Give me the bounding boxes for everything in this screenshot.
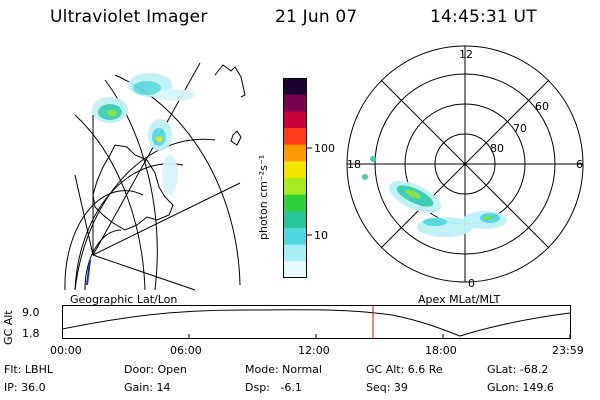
colorbar-segment: [283, 194, 307, 212]
colorbar-segment: [283, 244, 307, 262]
status-glat: GLat: -68.2: [487, 363, 549, 376]
altitude-curve: [62, 309, 571, 337]
mlt-label-0: 0: [468, 277, 475, 290]
colorbar-ticks: 100 10: [307, 142, 335, 242]
geographic-map-panel: [64, 62, 246, 291]
mlat-label-70: 70: [513, 122, 527, 135]
mlt-label-18: 18: [347, 158, 361, 171]
colorbar: [283, 78, 307, 278]
app-title: Ultraviolet Imager: [50, 7, 208, 27]
colorbar-segment: [283, 211, 307, 229]
colorbar-segment: [283, 178, 307, 196]
status-mode: Mode: Normal: [245, 363, 322, 376]
colorbar-segment: [283, 161, 307, 179]
status-door: Door: Open: [124, 363, 187, 376]
colorbar-segment: [283, 144, 307, 162]
lat-arc: [74, 138, 216, 291]
status-gc-alt: GC Alt: 6.6 Re: [366, 363, 443, 376]
aurora-emission-left: [92, 73, 195, 195]
mlt-label-6: 6: [576, 158, 583, 171]
mlt-label-12: 12: [459, 48, 473, 61]
status-filter: Flt: LBHL: [4, 363, 53, 376]
colorbar-segment: [283, 78, 307, 96]
geographic-caption: Geographic Lat/Lon: [70, 293, 178, 306]
time-tick-2: 12:00: [298, 344, 330, 357]
header-time: 14:45:31 UT: [430, 7, 537, 27]
colorbar-segment: [283, 128, 307, 146]
altitude-plot: [62, 305, 571, 339]
aurora-emission-right: [362, 156, 507, 237]
status-seq: Seq: 39: [366, 381, 408, 394]
spacecraft-track: [86, 259, 91, 286]
status-ip: IP: 36.0: [4, 381, 46, 394]
lat-arc: [64, 190, 144, 291]
time-tick-4: 23:59: [552, 344, 584, 357]
mlat-label-80: 80: [490, 142, 504, 155]
header-date: 21 Jun 07: [275, 7, 358, 27]
status-glon: GLon: 149.6: [487, 381, 554, 394]
colorbar-segment: [283, 94, 307, 112]
altitude-ytick-1: 1.8: [22, 327, 40, 340]
colorbar-tick-10: 10: [314, 229, 328, 242]
apex-caption: Apex MLat/MLT: [418, 293, 501, 306]
time-tick-3: 18:00: [425, 344, 457, 357]
altitude-ylabel: GC Alt: [2, 310, 15, 345]
status-gain: Gain: 14: [124, 381, 171, 394]
mlat-label-60: 60: [535, 100, 549, 113]
lat-arc: [74, 114, 146, 291]
colorbar-tick-100: 100: [314, 142, 335, 155]
time-tick-0: 00:00: [50, 344, 82, 357]
lat-arc: [84, 229, 122, 291]
altitude-ytick-9: 9.0: [22, 306, 40, 319]
colorbar-label: photon cm⁻²s⁻¹: [257, 154, 270, 240]
status-dsp: Dsp: -6.1: [245, 381, 302, 394]
colorbar-segment: [283, 261, 307, 278]
time-tick-1: 06:00: [170, 344, 202, 357]
colorbar-segment: [283, 228, 307, 246]
colorbar-segment: [283, 111, 307, 129]
polar-mlt-panel: 12 0 18 6 60 70 80: [346, 45, 584, 290]
